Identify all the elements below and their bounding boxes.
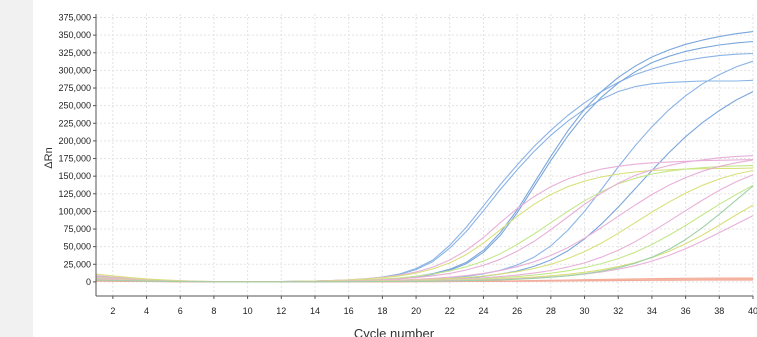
x-tick-labels: 2 4 6 8 10 12 14 16 18 20 22 24 26 28 30 32 34 36 38 40	[110, 296, 757, 316]
x-tick-label: 12	[276, 306, 286, 316]
y-tick-label: 125,000	[58, 189, 91, 199]
y-tick-label: 275,000	[58, 83, 91, 93]
y-tick-label: 325,000	[58, 48, 91, 58]
x-tick-label: 24	[478, 306, 488, 316]
x-tick-label: 18	[377, 306, 387, 316]
y-tick-label: 75,000	[63, 224, 91, 234]
y-tick-label: 200,000	[58, 136, 91, 146]
y-tick-label: 50,000	[63, 242, 91, 252]
amplification-curve-20	[95, 185, 754, 283]
x-tick-label: 6	[178, 306, 183, 316]
x-tick-label: 20	[411, 306, 421, 316]
x-tick-label: 38	[714, 306, 724, 316]
side-strip	[0, 0, 33, 337]
y-tick-label: 0	[86, 277, 91, 287]
x-tick-label: 26	[512, 306, 522, 316]
y-tick-labels: 0 25,000 50,000 75,000 100,000 125,000 150,000…	[58, 13, 96, 287]
x-tick-label: 34	[647, 306, 657, 316]
y-tick-label: 375,000	[58, 13, 91, 23]
y-tick-label: 350,000	[58, 30, 91, 40]
y-tick-label: 175,000	[58, 154, 91, 164]
y-tick-label: 150,000	[58, 171, 91, 181]
series-lines	[95, 31, 754, 283]
x-tick-label: 22	[445, 306, 455, 316]
x-tick-label: 28	[546, 306, 556, 316]
y-axis-title: ΔRn	[43, 147, 55, 168]
x-tick-label: 40	[748, 306, 757, 316]
y-tick-label: 250,000	[58, 101, 91, 111]
x-tick-label: 32	[613, 306, 623, 316]
x-tick-label: 36	[681, 306, 691, 316]
x-tick-label: 14	[310, 306, 320, 316]
x-tick-label: 2	[110, 306, 115, 316]
x-axis-title: Cycle number	[354, 326, 435, 337]
x-tick-label: 10	[243, 306, 253, 316]
x-tick-label: 8	[211, 306, 216, 316]
x-tick-label: 30	[580, 306, 590, 316]
x-tick-label: 4	[144, 306, 149, 316]
y-tick-label: 25,000	[63, 259, 91, 269]
y-tick-label: 100,000	[58, 206, 91, 216]
grid-lines	[96, 14, 754, 296]
x-tick-label: 16	[344, 306, 354, 316]
y-tick-label: 225,000	[58, 118, 91, 128]
axes	[95, 14, 753, 297]
y-tick-label: 300,000	[58, 65, 91, 75]
